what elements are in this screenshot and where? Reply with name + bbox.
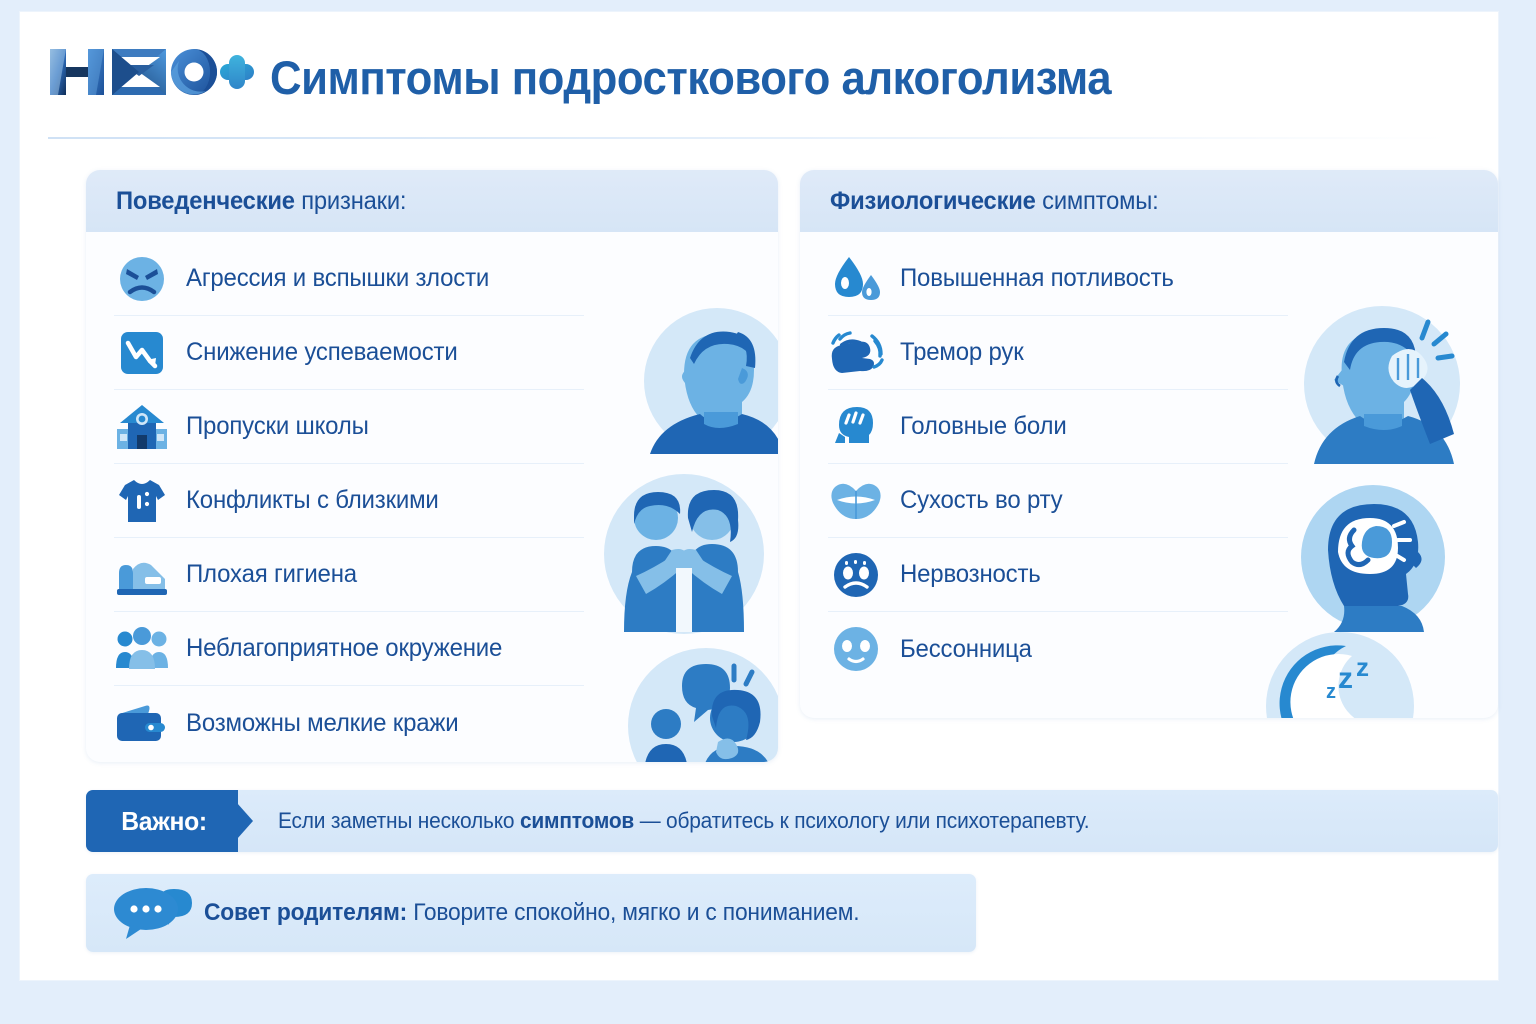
list-item-label: Тремор рук xyxy=(900,338,1024,366)
panel-behavioral: Поведенческие признаки: Агрессия и вспыш… xyxy=(86,170,778,762)
group-people-icon xyxy=(114,622,170,676)
person-headache-illustration xyxy=(1298,304,1466,466)
panel-physiological-body: Повышенная потливость Тремор рук Головны… xyxy=(800,232,1498,718)
panel-physiological-title: Физиологические симптомы: xyxy=(830,187,1159,216)
advice-body-text: Говорите спокойно, мягко и с пониманием. xyxy=(407,899,860,926)
list-item[interactable]: Агрессия и вспышки злости xyxy=(114,242,584,316)
list-item-label: Возможны мелкие кражи xyxy=(186,708,459,737)
important-text-before: Если заметны несколько xyxy=(278,808,520,833)
list-item[interactable]: Повышенная потливость xyxy=(828,242,1288,316)
brain-pain-illustration xyxy=(1298,482,1448,632)
list-item[interactable]: Головные боли xyxy=(828,390,1288,464)
list-item[interactable]: Пропуски школы xyxy=(114,390,584,464)
chat-bubbles-icon xyxy=(112,885,204,941)
head-pain-icon xyxy=(828,400,884,454)
list-item[interactable]: Снижение успеваемости xyxy=(114,316,584,390)
panel-physiological-title-bold: Физиологические xyxy=(830,186,1036,215)
svg-text:z: z xyxy=(1356,652,1369,682)
physiological-symptom-list: Повышенная потливость Тремор рук Головны… xyxy=(828,242,1288,686)
couple-arguing-illustration xyxy=(602,472,766,636)
sleepless-face-icon xyxy=(828,622,884,676)
soap-hygiene-icon xyxy=(114,548,170,602)
list-item-label: Головные боли xyxy=(900,412,1067,440)
advice-callout: Совет родителям: Говорите спокойно, мягк… xyxy=(86,874,976,952)
content-card: Симптомы подросткового алкоголизма Повед… xyxy=(20,12,1498,980)
important-text: Если заметны несколько симптомов — обрат… xyxy=(278,808,1090,834)
neo-plus-logo xyxy=(48,42,256,104)
list-item[interactable]: Неблагоприятное окружение xyxy=(114,612,584,686)
tshirt-icon xyxy=(114,474,170,528)
teen-boy-portrait-illustration xyxy=(642,306,778,456)
chevron-right-icon xyxy=(237,803,253,839)
moon-sleep-illustration: z z z xyxy=(1260,630,1420,718)
panel-physiological-title-rest: симптомы: xyxy=(1035,186,1159,215)
page-title: Симптомы подросткового алкоголизма xyxy=(270,51,1112,104)
list-item-label: Агрессия и вспышки злости xyxy=(186,264,490,292)
svg-text:z: z xyxy=(1338,662,1353,695)
shaking-hand-icon xyxy=(828,326,884,380)
list-item-label: Сухость во рту xyxy=(900,486,1063,514)
parent-child-talking-illustration xyxy=(626,646,778,762)
list-item[interactable]: Возможны мелкие кражи xyxy=(114,686,584,760)
school-building-icon xyxy=(114,400,170,454)
panel-behavioral-title-bold: Поведенческие xyxy=(116,186,295,215)
important-text-after: — обратитесь к психологу или психотерапе… xyxy=(634,808,1090,833)
list-item-label: Нервозность xyxy=(900,560,1041,588)
list-item-label: Конфликты с близкими xyxy=(186,486,439,514)
water-droplets-icon xyxy=(828,252,884,306)
list-item[interactable]: Конфликты с близкими xyxy=(114,464,584,538)
panel-behavioral-title: Поведенческие признаки: xyxy=(116,186,407,216)
important-callout: Важно: Если заметны несколько симптомов … xyxy=(86,790,1498,852)
panel-physiological-header: Физиологические симптомы: xyxy=(800,170,1498,232)
list-item-label: Пропуски школы xyxy=(186,412,369,440)
important-badge: Важно: xyxy=(86,790,253,852)
list-item-label: Повышенная потливость xyxy=(900,264,1174,292)
header: Симптомы подросткового алкоголизма xyxy=(48,34,1468,129)
header-divider xyxy=(48,137,1448,139)
list-item[interactable]: Сухость во рту xyxy=(828,464,1288,538)
lips-icon xyxy=(828,474,884,528)
wallet-icon xyxy=(114,696,170,750)
behavioral-symptom-list: Агрессия и вспышки злости Снижение успев… xyxy=(114,242,584,760)
list-item-label: Бессонница xyxy=(900,634,1032,663)
list-item-label: Плохая гигиена xyxy=(186,560,357,588)
list-item[interactable]: Плохая гигиена xyxy=(114,538,584,612)
list-item[interactable]: Тремор рук xyxy=(828,316,1288,390)
list-item-label: Неблагоприятное окружение xyxy=(186,634,503,662)
angry-face-icon xyxy=(114,252,170,306)
panel-behavioral-body: Агрессия и вспышки злости Снижение успев… xyxy=(86,232,778,762)
panel-physiological: Физиологические симптомы: Повышенная пот… xyxy=(800,170,1498,718)
advice-text: Совет родителям: Говорите спокойно, мягк… xyxy=(204,899,860,927)
panel-behavioral-title-rest: признаки: xyxy=(294,186,407,215)
panel-behavioral-header: Поведенческие признаки: xyxy=(86,170,778,232)
important-text-bold: симптомов xyxy=(519,808,635,833)
list-item[interactable]: Бессонница xyxy=(828,612,1288,686)
declining-chart-icon xyxy=(114,326,170,380)
list-item[interactable]: Нервозность xyxy=(828,538,1288,612)
list-item-label: Снижение успеваемости xyxy=(186,338,458,366)
advice-bold-label: Совет родителям: xyxy=(204,899,408,926)
svg-text:z: z xyxy=(1326,681,1336,703)
nervous-face-icon xyxy=(828,548,884,602)
important-badge-label: Важно: xyxy=(121,805,207,836)
